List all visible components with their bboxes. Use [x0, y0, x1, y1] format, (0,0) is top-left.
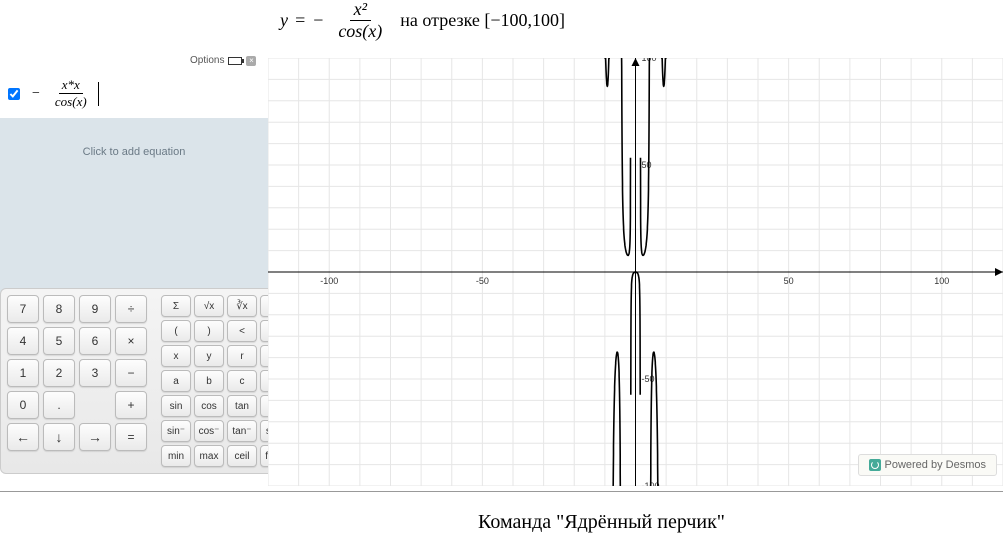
key-b[interactable]: b [194, 370, 224, 392]
key-.[interactable]: . [43, 391, 75, 419]
key-∛x[interactable]: ∛x [227, 295, 257, 317]
footer-text: Команда "Ядрённый перчик" [0, 511, 1003, 534]
key-÷[interactable]: ÷ [115, 295, 147, 323]
key-tan[interactable]: tan [227, 395, 257, 417]
key-cos[interactable]: cos [194, 395, 224, 417]
key-r[interactable]: r [227, 345, 257, 367]
key-9[interactable]: 9 [79, 295, 111, 323]
key-)[interactable]: ) [194, 320, 224, 342]
add-equation-button[interactable]: Click to add equation [0, 118, 268, 298]
formula-rest: на отрезке [−100,100] [400, 10, 565, 31]
powered-by-badge[interactable]: Powered by Desmos [858, 454, 998, 476]
graph-area[interactable]: -100-5050100-100-5050100 [268, 58, 1003, 486]
key-ceil[interactable]: ceil [227, 445, 257, 467]
key-3[interactable]: 3 [79, 359, 111, 387]
formula-num: x² [350, 0, 371, 21]
equation-fraction: x*x cos(x) [52, 77, 90, 110]
key-tan⁻[interactable]: tan⁻ [227, 420, 257, 442]
formula-eq: = [294, 10, 306, 31]
formula-neg: − [312, 10, 324, 31]
equation-row[interactable]: − x*x cos(x) [0, 73, 268, 114]
key-sin[interactable]: sin [161, 395, 191, 417]
formula-den: cos(x) [334, 21, 386, 42]
add-equation-placeholder: Click to add equation [83, 146, 186, 158]
key-8[interactable]: 8 [43, 295, 75, 323]
equation-visibility-checkbox[interactable] [8, 88, 20, 100]
key-5[interactable]: 5 [43, 327, 75, 355]
key-a[interactable]: a [161, 370, 191, 392]
key-sin⁻[interactable]: sin⁻ [161, 420, 191, 442]
equation-num: x*x [59, 77, 83, 94]
key-x[interactable]: x [161, 345, 191, 367]
expression-panel: − x*x cos(x) Click to add equation [0, 55, 268, 298]
key-max[interactable]: max [194, 445, 224, 467]
key-+[interactable]: + [115, 391, 147, 419]
key-→[interactable]: → [79, 423, 111, 451]
key-1[interactable]: 1 [7, 359, 39, 387]
graph-svg: -100-5050100-100-5050100 [268, 58, 1003, 486]
svg-text:100: 100 [934, 276, 949, 286]
key-<[interactable]: < [227, 320, 257, 342]
key-←[interactable]: ← [7, 423, 39, 451]
formula-lhs: y [280, 10, 288, 31]
svg-text:-100: -100 [320, 276, 338, 286]
key-2[interactable]: 2 [43, 359, 75, 387]
equation-neg: − [32, 86, 40, 102]
key-√x[interactable]: √x [194, 295, 224, 317]
keypad-numeric: 789÷ 456× 123− 0. + ←↓→= [7, 295, 147, 467]
key-cos⁻[interactable]: cos⁻ [194, 420, 224, 442]
formula-header: y = − x² cos(x) на отрезке [−100,100] [280, 0, 1003, 40]
desmos-logo-icon [869, 459, 881, 471]
key-↓[interactable]: ↓ [43, 423, 75, 451]
key-×[interactable]: × [115, 327, 147, 355]
svg-text:-50: -50 [476, 276, 489, 286]
formula-fraction: x² cos(x) [334, 0, 386, 42]
svg-text:50: 50 [784, 276, 794, 286]
key-c[interactable]: c [227, 370, 257, 392]
key-6[interactable]: 6 [79, 327, 111, 355]
key-y[interactable]: y [194, 345, 224, 367]
key-min[interactable]: min [161, 445, 191, 467]
equation-den: cos(x) [52, 94, 90, 110]
key-=[interactable]: = [115, 423, 147, 451]
key-Σ[interactable]: Σ [161, 295, 191, 317]
key-4[interactable]: 4 [7, 327, 39, 355]
svg-text:50: 50 [642, 160, 652, 170]
key-([interactable]: ( [161, 320, 191, 342]
powered-by-label: Powered by Desmos [885, 459, 987, 471]
footer-separator [0, 491, 1003, 492]
text-cursor [98, 82, 99, 106]
key-−[interactable]: − [115, 359, 147, 387]
key-7[interactable]: 7 [7, 295, 39, 323]
key-0[interactable]: 0 [7, 391, 39, 419]
